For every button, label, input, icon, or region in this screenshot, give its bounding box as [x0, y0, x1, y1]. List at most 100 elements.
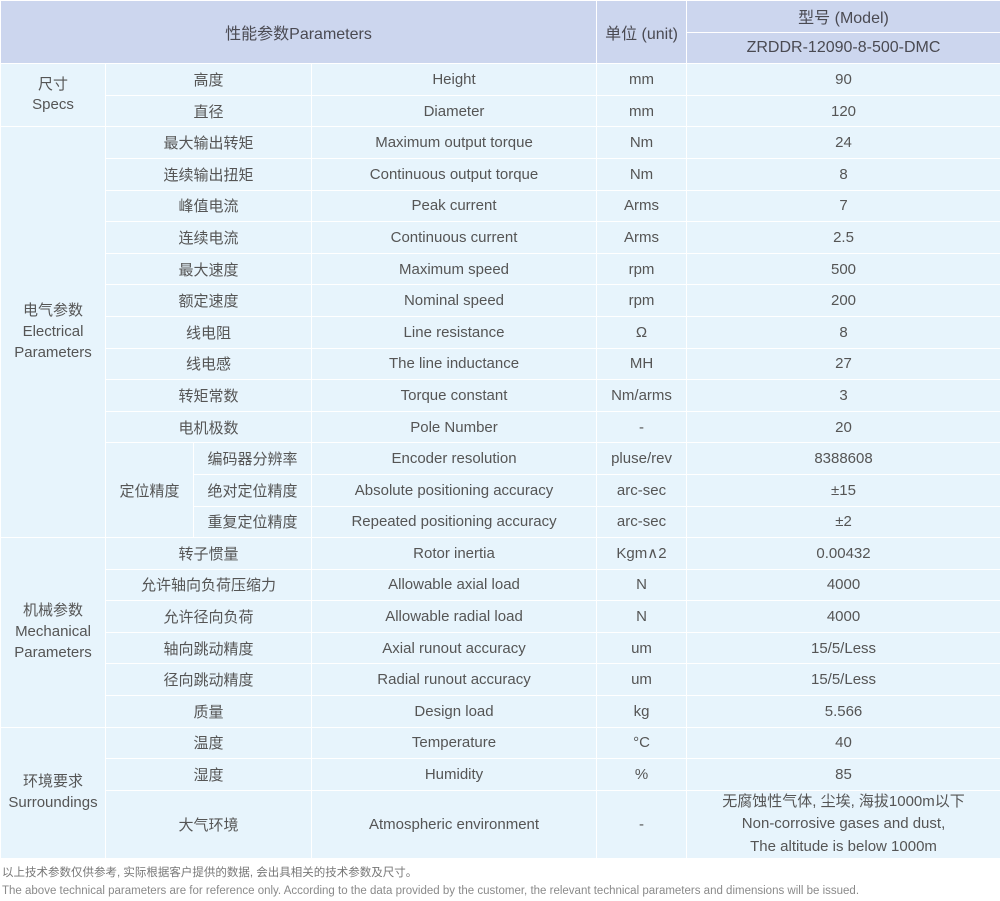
row-unit: mm [597, 64, 687, 96]
row-value: 500 [687, 253, 1000, 285]
row-unit: MH [597, 348, 687, 380]
table-row: 环境要求 Surroundings 温度 Temperature °C 40 [1, 727, 1000, 759]
row-name-cn: 允许径向负荷 [106, 601, 312, 633]
table-row-atmospheric: 大气环境 Atmospheric environment - 无腐蚀性气体, 尘… [1, 790, 1000, 859]
row-name-en: Continuous output torque [312, 158, 597, 190]
row-unit: mm [597, 95, 687, 127]
row-unit: Nm [597, 158, 687, 190]
table-row: 机械参数 Mechanical Parameters 转子惯量 Rotor in… [1, 538, 1000, 570]
row-value: ±15 [687, 474, 1000, 506]
row-unit: Arms [597, 190, 687, 222]
group-label-mechanical-en1: Mechanical [15, 623, 91, 640]
header-parameters: 性能参数Parameters [1, 1, 597, 64]
row-name-cn: 线电感 [106, 348, 312, 380]
row-name-en: Line resistance [312, 316, 597, 348]
row-unit: um [597, 664, 687, 696]
row-name-cn: 连续输出扭矩 [106, 158, 312, 190]
row-name-en: Design load [312, 696, 597, 728]
table-row: 径向跳动精度 Radial runout accuracy um 15/5/Le… [1, 664, 1000, 696]
atmospheric-line-cn: 无腐蚀性气体, 尘埃, 海拔1000m以下 [722, 793, 965, 810]
header-model-label: 型号 (Model) [687, 1, 1000, 33]
row-value-atmospheric: 无腐蚀性气体, 尘埃, 海拔1000m以下 Non-corrosive gase… [687, 790, 1000, 859]
row-value: 15/5/Less [687, 632, 1000, 664]
row-name-en: Allowable axial load [312, 569, 597, 601]
row-value: 3 [687, 380, 1000, 412]
table-row: 线电感 The line inductance MH 27 [1, 348, 1000, 380]
row-name-cn: 转子惯量 [106, 538, 312, 570]
table-row: 连续电流 Continuous current Arms 2.5 [1, 222, 1000, 254]
header-row-1: 性能参数Parameters 单位 (unit) 型号 (Model) [1, 1, 1000, 33]
row-unit: arc-sec [597, 474, 687, 506]
row-value: 7 [687, 190, 1000, 222]
row-value: 4000 [687, 569, 1000, 601]
group-label-surroundings: 环境要求 Surroundings [1, 727, 106, 859]
table-row: 定位精度 编码器分辨率 Encoder resolution pluse/rev… [1, 443, 1000, 475]
header-model-value: ZRDDR-12090-8-500-DMC [687, 32, 1000, 64]
row-name-cn: 轴向跳动精度 [106, 632, 312, 664]
group-label-specs-en: Specs [32, 96, 74, 113]
group-label-specs-cn: 尺寸 [38, 76, 68, 93]
table-row: 线电阻 Line resistance Ω 8 [1, 316, 1000, 348]
row-unit: Arms [597, 222, 687, 254]
row-unit: Ω [597, 316, 687, 348]
row-name-en: Maximum output torque [312, 127, 597, 159]
row-name-cn: 质量 [106, 696, 312, 728]
row-unit: N [597, 601, 687, 633]
row-name-en: Nominal speed [312, 285, 597, 317]
row-value: 8 [687, 316, 1000, 348]
row-name-cn: 峰值电流 [106, 190, 312, 222]
row-unit: pluse/rev [597, 443, 687, 475]
row-unit: Nm/arms [597, 380, 687, 412]
row-value: 5.566 [687, 696, 1000, 728]
row-name-cn: 转矩常数 [106, 380, 312, 412]
row-name-en: Absolute positioning accuracy [312, 474, 597, 506]
row-value: 24 [687, 127, 1000, 159]
table-row: 允许轴向负荷压缩力 Allowable axial load N 4000 [1, 569, 1000, 601]
table-row: 质量 Design load kg 5.566 [1, 696, 1000, 728]
row-name-cn: 绝对定位精度 [194, 474, 312, 506]
subgroup-label-positioning-accuracy: 定位精度 [106, 443, 194, 538]
row-name-en: Temperature [312, 727, 597, 759]
group-label-electrical-cn: 电气参数 [23, 302, 83, 319]
row-name-cn: 温度 [106, 727, 312, 759]
row-name-cn: 额定速度 [106, 285, 312, 317]
table-row: 连续输出扭矩 Continuous output torque Nm 8 [1, 158, 1000, 190]
row-value: 200 [687, 285, 1000, 317]
row-name-en: The line inductance [312, 348, 597, 380]
table-row: 直径 Diameter mm 120 [1, 95, 1000, 127]
row-unit: N [597, 569, 687, 601]
row-name-en: Allowable radial load [312, 601, 597, 633]
row-name-cn: 重复定位精度 [194, 506, 312, 538]
header-unit: 单位 (unit) [597, 1, 687, 64]
group-label-mechanical-cn: 机械参数 [23, 602, 83, 619]
row-unit: °C [597, 727, 687, 759]
atmospheric-line-en1: Non-corrosive gases and dust, [742, 815, 945, 832]
table-header: 性能参数Parameters 单位 (unit) 型号 (Model) ZRDD… [1, 1, 1000, 64]
group-label-surroundings-en: Surroundings [8, 794, 97, 811]
group-label-specs: 尺寸 Specs [1, 64, 106, 127]
row-name-cn: 湿度 [106, 759, 312, 791]
row-name-en: Diameter [312, 95, 597, 127]
row-value: 90 [687, 64, 1000, 96]
group-label-electrical: 电气参数 Electrical Parameters [1, 127, 106, 538]
row-name-cn: 线电阻 [106, 316, 312, 348]
row-name-en: Pole Number [312, 411, 597, 443]
row-name-cn: 允许轴向负荷压缩力 [106, 569, 312, 601]
row-name-cn: 连续电流 [106, 222, 312, 254]
row-unit: um [597, 632, 687, 664]
row-value: 4000 [687, 601, 1000, 633]
table-row: 转矩常数 Torque constant Nm/arms 3 [1, 380, 1000, 412]
table-row: 轴向跳动精度 Axial runout accuracy um 15/5/Les… [1, 632, 1000, 664]
row-unit: - [597, 790, 687, 859]
row-unit: rpm [597, 285, 687, 317]
group-label-mechanical: 机械参数 Mechanical Parameters [1, 538, 106, 728]
row-unit: Nm [597, 127, 687, 159]
row-name-en: Atmospheric environment [312, 790, 597, 859]
table-row: 电机极数 Pole Number - 20 [1, 411, 1000, 443]
row-name-cn: 径向跳动精度 [106, 664, 312, 696]
footnote: 以上技术参数仅供参考, 实际根据客户提供的数据, 会出具相关的技术参数及尺寸。 … [0, 859, 1000, 901]
group-label-electrical-en1: Electrical [23, 323, 84, 340]
row-name-en: Maximum speed [312, 253, 597, 285]
table-row: 湿度 Humidity % 85 [1, 759, 1000, 791]
row-value: 120 [687, 95, 1000, 127]
